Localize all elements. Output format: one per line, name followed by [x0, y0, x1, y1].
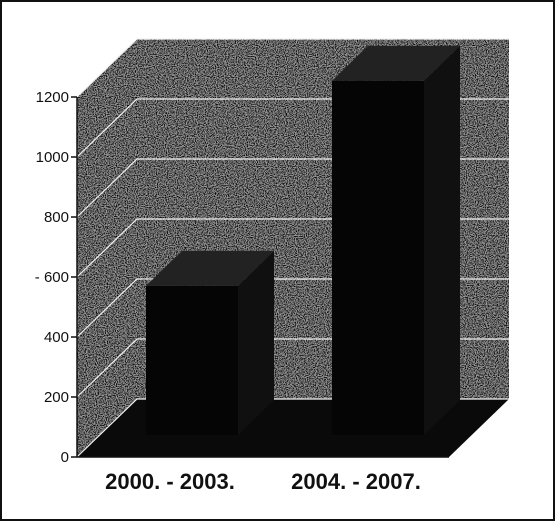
- bar: [146, 285, 238, 435]
- x-tick-label: 2000. - 2003.: [105, 469, 235, 494]
- y-tick-label: 1000: [36, 149, 69, 166]
- y-tick-label: 800: [44, 209, 69, 226]
- bar-side: [238, 250, 274, 435]
- data-label: 497: [199, 252, 224, 269]
- y-tick-label: - 600: [35, 269, 69, 286]
- axes: [71, 96, 449, 458]
- bars: [146, 45, 460, 435]
- y-tick-label: 0: [61, 449, 69, 466]
- bar: [332, 80, 424, 435]
- labels: 0 200 400 - 600 800 1000 1200 497 2000. - 2003. 1…: [35, 47, 421, 494]
- bar-side: [424, 45, 460, 435]
- y-tick-label: 400: [44, 329, 69, 346]
- y-tick-label: 1200: [36, 89, 69, 106]
- y-tick-label: 200: [44, 389, 69, 406]
- x-tick-label: 2004. - 2007.: [291, 469, 421, 494]
- bar-top: [332, 45, 460, 81]
- gridline: [76, 38, 509, 98]
- data-label: 1181: [382, 47, 415, 64]
- bar-top: [146, 250, 274, 286]
